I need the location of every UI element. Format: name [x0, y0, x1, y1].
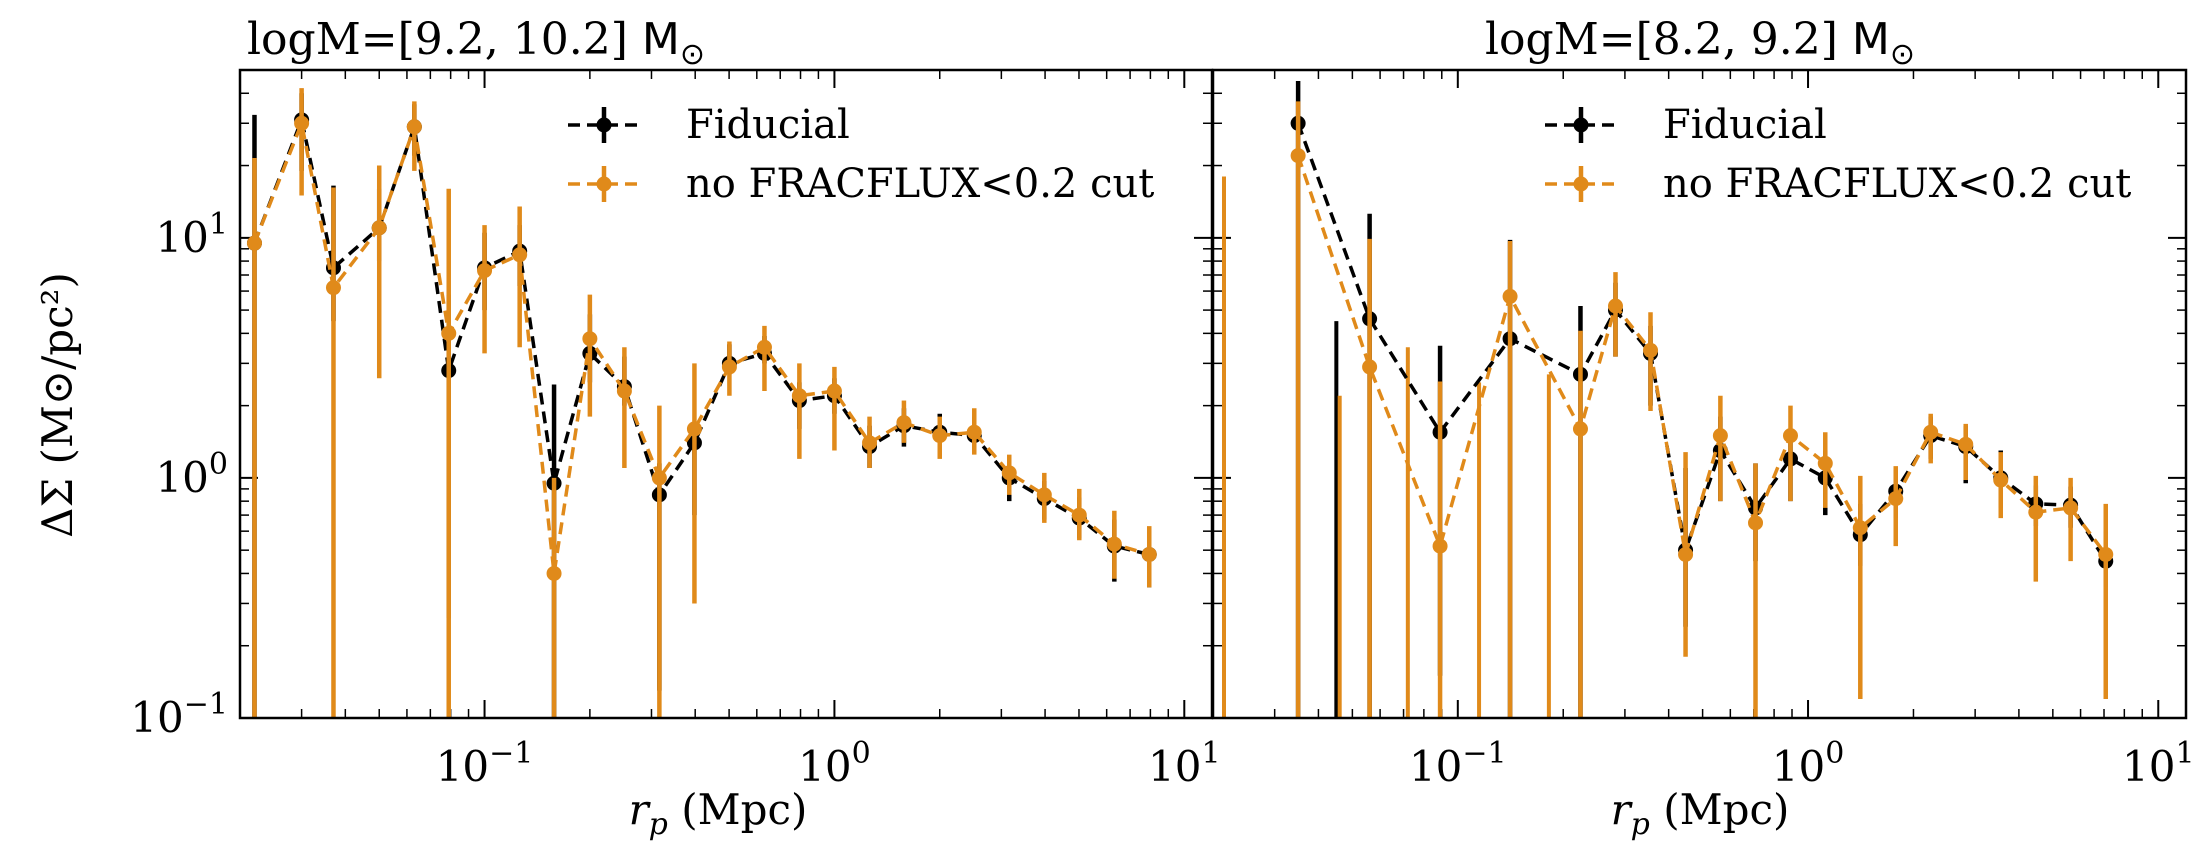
plot-frame	[1211, 68, 2188, 720]
right-panel: logM=[8.2, 9.2] M⊙ 10−1 100 101 Fiducial no F…	[1211, 14, 2195, 842]
data-point	[862, 435, 878, 451]
axis-ticks-1	[1212, 69, 2186, 719]
data-point	[2098, 546, 2114, 562]
x-tick-label: 100	[1772, 736, 1845, 791]
y-axis-label: ΔΣ (M⊙/pc²)	[33, 272, 82, 538]
data-point	[1888, 491, 1904, 507]
data-point	[932, 428, 948, 444]
series-line	[252, 113, 1150, 557]
data-point	[651, 470, 667, 486]
data-point	[2028, 504, 2044, 520]
data-point	[966, 424, 982, 440]
data-point	[1852, 520, 1868, 536]
legend-marker	[596, 176, 612, 192]
data-point	[1036, 487, 1052, 503]
data-point	[826, 383, 842, 399]
right-x-axis-label: rp (Mpc)	[1611, 785, 1790, 842]
x-tick-label: 101	[1148, 736, 1221, 791]
data-point	[1071, 507, 1087, 523]
series-line	[1296, 122, 2108, 563]
x-tick-label: 100	[798, 736, 871, 791]
data-point	[896, 415, 912, 431]
data-point	[721, 359, 737, 375]
y-tick-label: 100	[155, 447, 228, 502]
data-point	[1712, 428, 1728, 444]
data-point	[1502, 288, 1518, 304]
data-point	[1362, 359, 1378, 375]
data-point	[441, 325, 457, 341]
series-line	[1296, 155, 2108, 556]
legend: Fiducial no FRACFLUX<0.2 cut	[568, 102, 1154, 207]
data-point	[477, 263, 493, 279]
data-point	[616, 383, 632, 399]
data-point	[246, 235, 262, 251]
x-tick-label: 10−1	[436, 736, 534, 791]
right-plot-area: 10−1 100 101 Fiducial no FRACFLUX<0.2 cut	[1211, 68, 2195, 791]
legend-label: no FRACFLUX<0.2 cut	[1663, 161, 2131, 207]
left-panel-title: logM=[9.2, 10.2] M⊙	[247, 14, 705, 72]
data-point	[1993, 472, 2009, 488]
data-point	[406, 119, 422, 135]
data-point	[791, 388, 807, 404]
series-no-fracflux-cut	[246, 88, 1157, 718]
legend-marker	[596, 117, 612, 133]
data-point	[686, 421, 702, 437]
data-point	[1782, 428, 1798, 444]
legend-marker	[1573, 117, 1589, 133]
legend-label: no FRACFLUX<0.2 cut	[686, 161, 1154, 207]
data-point	[1106, 536, 1122, 552]
data-point	[1958, 436, 1974, 452]
data-point	[1290, 148, 1306, 164]
series-no-fracflux-cut	[1290, 101, 2114, 718]
axis-ticks-0	[239, 69, 1212, 719]
data-point	[1607, 298, 1623, 314]
data-point	[325, 280, 341, 296]
legend-marker	[1573, 176, 1589, 192]
data-point	[294, 115, 310, 131]
data-point	[756, 339, 772, 355]
data-point	[1643, 342, 1659, 358]
data-point	[371, 220, 387, 236]
left-x-axis-label: rp (Mpc)	[629, 785, 808, 842]
legend-label: Fiducial	[686, 102, 850, 148]
data-point	[1923, 424, 1939, 440]
data-point	[1817, 455, 1833, 471]
data-point	[1678, 546, 1694, 562]
y-tick-label: 10−1	[130, 687, 228, 742]
data-point	[1432, 538, 1448, 554]
data-point	[1748, 515, 1764, 531]
data-point	[1572, 421, 1588, 437]
data-point	[512, 247, 528, 263]
data-point	[2063, 500, 2079, 516]
x-tick-label: 10−1	[1409, 736, 1507, 791]
legend-label: Fiducial	[1663, 102, 1827, 148]
legend: Fiducial no FRACFLUX<0.2 cut	[1545, 102, 2131, 207]
y-tick-label: 101	[155, 207, 228, 262]
data-point	[1001, 465, 1017, 481]
series-line	[252, 117, 1150, 574]
data-point	[582, 331, 598, 347]
right-panel-title: logM=[8.2, 9.2] M⊙	[1485, 14, 1915, 72]
data-point	[1141, 546, 1157, 562]
x-tick-label: 101	[2122, 736, 2195, 791]
data-point	[546, 565, 562, 581]
